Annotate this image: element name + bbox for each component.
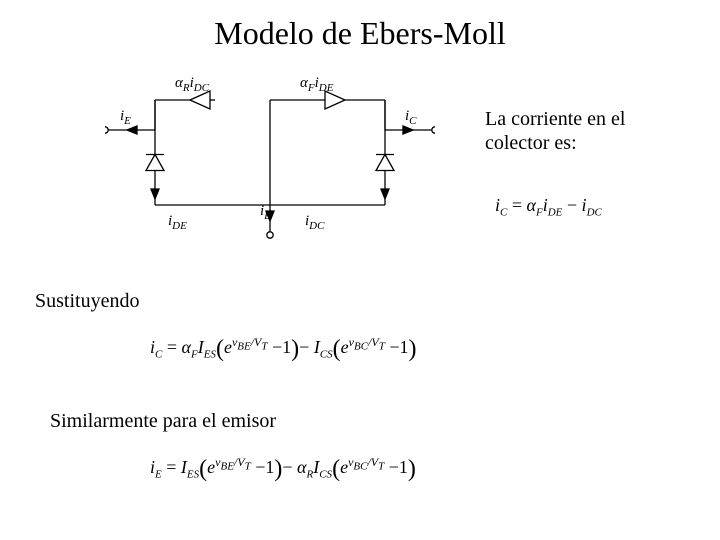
label-iB: iB [260,203,271,222]
label-iC: iC [405,108,417,127]
caption-similarmente: Similarmente para el emisor [50,410,276,433]
label-iE: iE [120,108,131,127]
slide-title: Modelo de Ebers-Moll [0,15,720,52]
label-iDC: iDC [305,213,324,232]
caption-collector-2: colector es: [485,132,577,155]
caption-collector-1: La corriente en el [485,108,625,131]
label-aR-iDC: αRiDC [175,75,209,94]
equation-iC-full: iC = αFIES(evBE/VT −1)− ICS(evBC/VT −1) [150,335,417,363]
equation-iE-full: iE = IES(evBE/VT −1)− αRICS(evBC/VT −1) [150,455,416,483]
ebers-moll-circuit: αRiDC αFiDE iE iC iDE iB iDC [105,75,435,245]
equation-iC-simple: iC = αFiDE − iDC [495,195,602,219]
label-iDE: iDE [168,213,187,232]
caption-sustituyendo: Sustituyendo [35,290,139,313]
label-aF-iDE: αFiDE [300,75,333,94]
